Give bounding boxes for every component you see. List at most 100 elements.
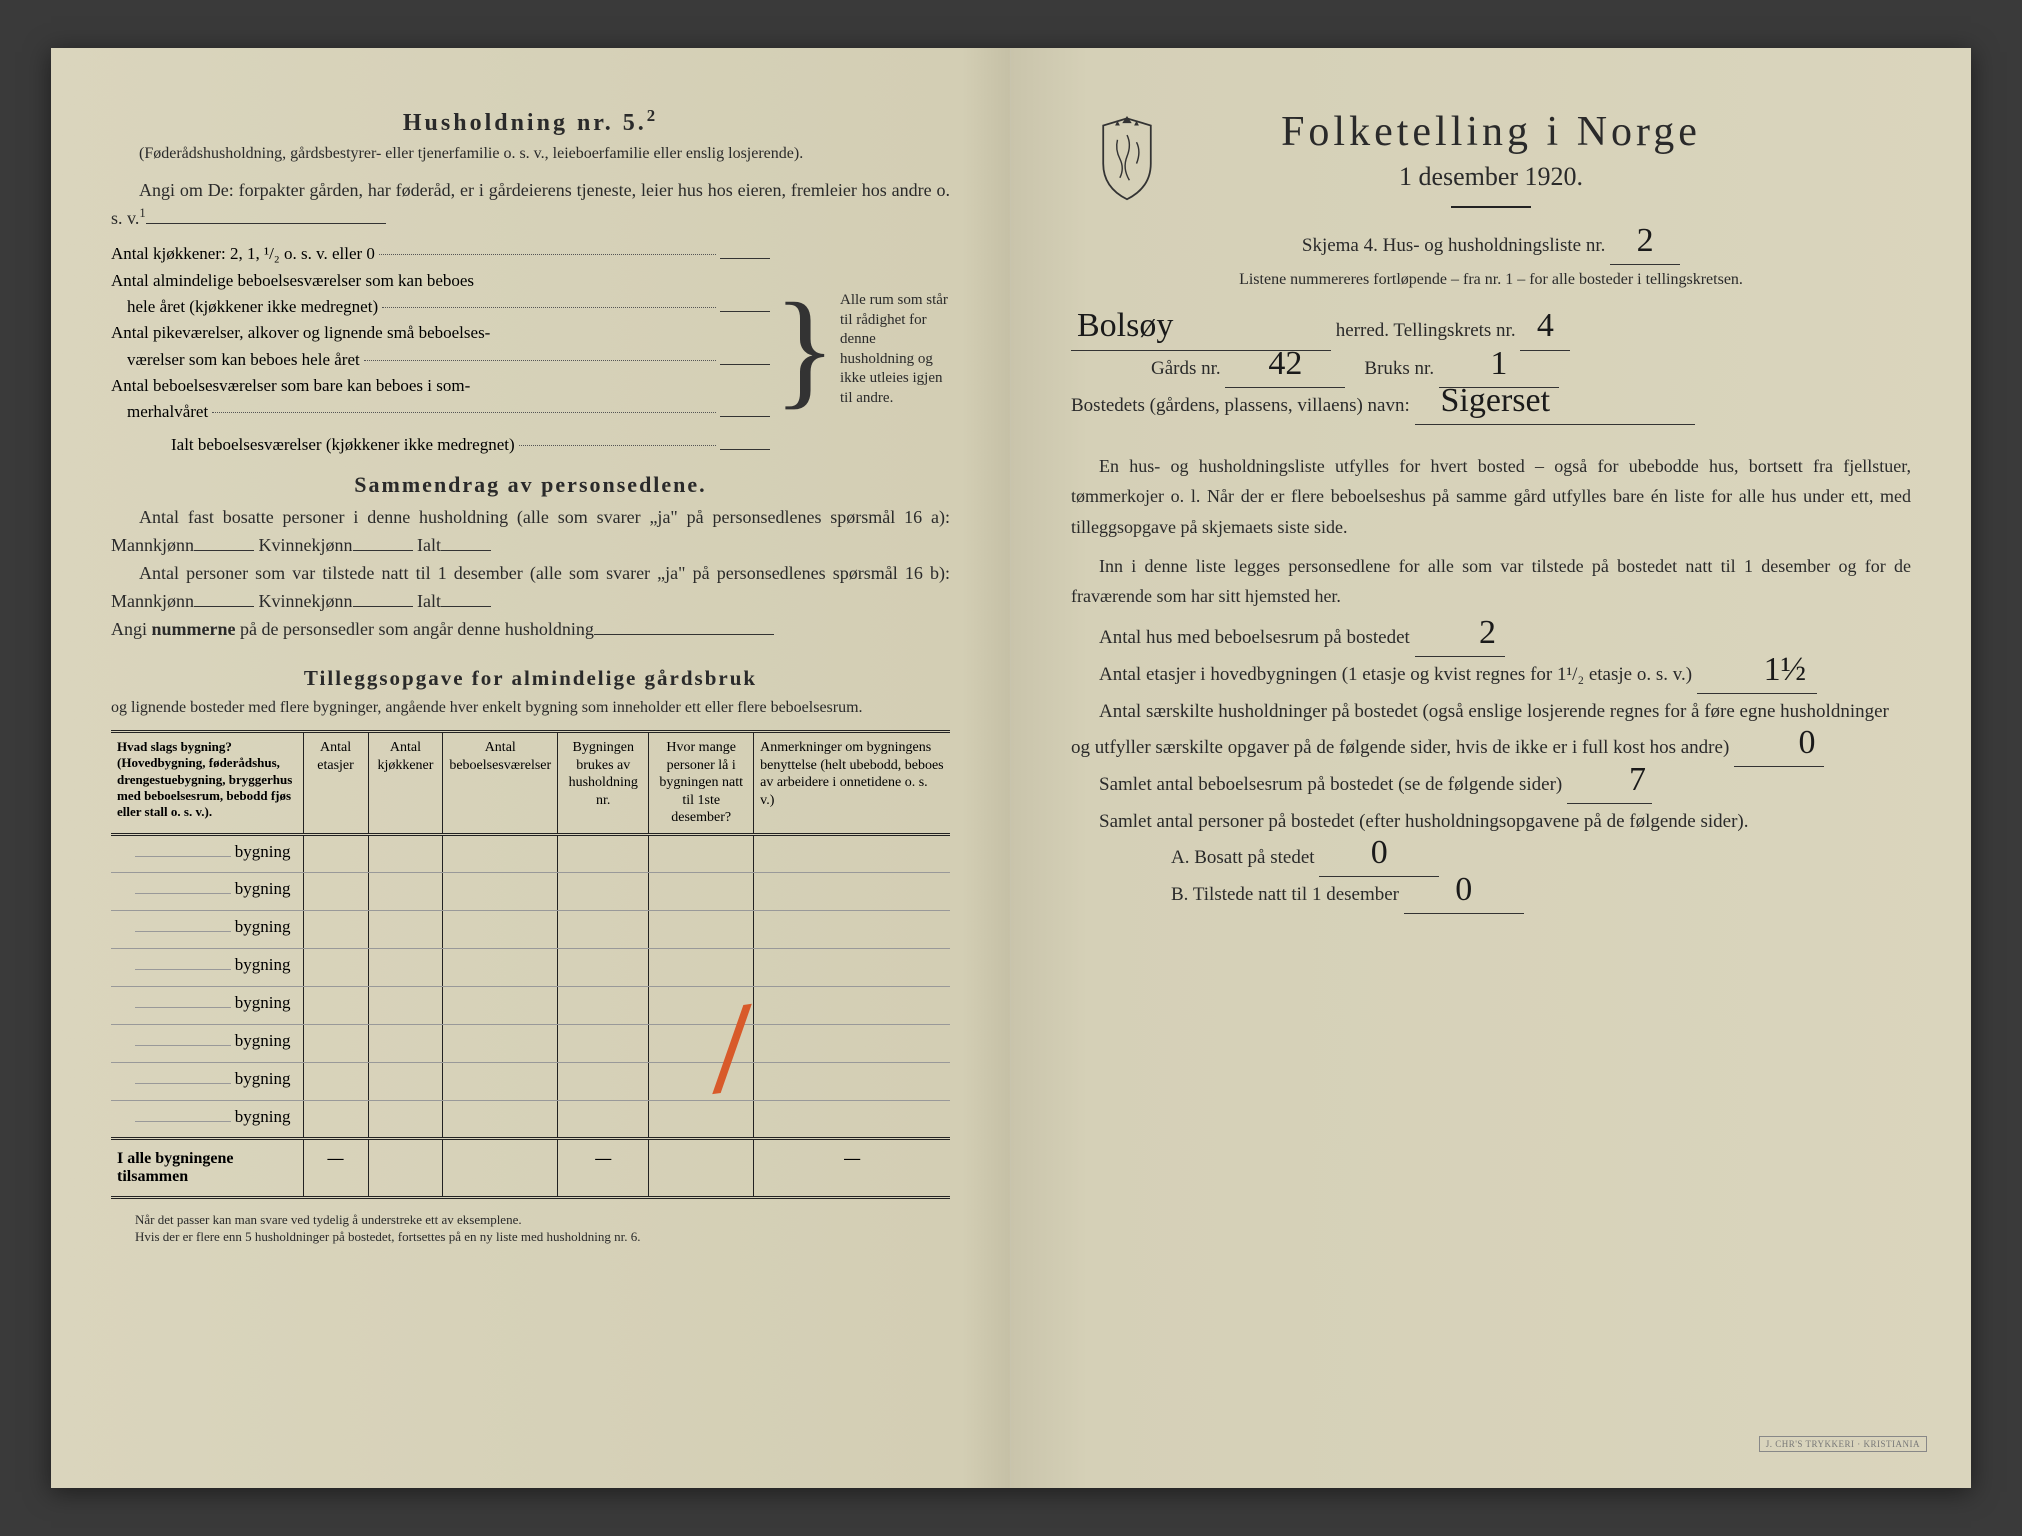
footer-label: I alle bygningene tilsammen (111, 1138, 303, 1196)
row-label-cell: bygning (111, 1024, 303, 1062)
table-cell (649, 910, 754, 948)
row-label-cell: bygning (111, 1062, 303, 1100)
table-row: bygning (111, 910, 950, 948)
bosted-line: Bostedets (gårdens, plassens, villaens) … (1071, 388, 1911, 425)
table-cell (558, 1062, 649, 1100)
table-cell (443, 910, 558, 948)
document-spread: Husholdning nr. 5.2 (Føderådshusholdning… (51, 48, 1971, 1488)
table-cell (754, 910, 950, 948)
tellingskrets-value: 4 (1531, 316, 1560, 336)
table-cell (754, 872, 950, 910)
table-cell (558, 986, 649, 1024)
th-4: Bygningen brukes av husholdning nr. (558, 733, 649, 834)
etasjer-label: Antal etasjer i hovedbygningen (1 etasje… (1099, 664, 1692, 685)
footer-dash-4: — (558, 1138, 649, 1196)
footer-dash-6: — (754, 1138, 950, 1196)
table-cell (368, 834, 443, 872)
table-cell (303, 1062, 368, 1100)
antal-hus-value: 2 (1445, 623, 1502, 643)
kitchens-label: Antal kjøkkener: 2, 1, ¹/₂ o. s. v. elle… (111, 241, 375, 267)
left-page: Husholdning nr. 5.2 (Føderådshusholdning… (51, 48, 1011, 1488)
rooms-3a: Antal beboelsesværelser som bare kan beb… (111, 376, 470, 395)
table-cell (558, 948, 649, 986)
table-cell (303, 986, 368, 1024)
bosted-label: Bostedets (gårdens, plassens, villaens) … (1071, 395, 1410, 416)
table-cell (303, 872, 368, 910)
table-row: bygning (111, 834, 950, 872)
bruks-nr-value: 1 (1484, 354, 1513, 374)
table-cell (303, 1100, 368, 1138)
table-cell (649, 986, 754, 1024)
tilstede-line: B. Tilstede natt til 1 desember 0 (1071, 877, 1911, 914)
row-label-cell: bygning (111, 872, 303, 910)
rooms-1b: hele året (kjøkkener ikke medregnet) (111, 294, 378, 320)
th-5: Hvor mange personer lå i bygningen natt … (649, 733, 754, 834)
household-title-sup: 2 (647, 106, 658, 125)
table-cell (368, 910, 443, 948)
table-cell (649, 1062, 754, 1100)
table-cell (754, 986, 950, 1024)
table-body: bygning bygning bygning bygning bygning … (111, 834, 950, 1138)
main-date: 1 desember 1920. (1071, 162, 1911, 192)
tillegg-title: Tilleggsopgave for almindelige gårdsbruk (111, 666, 950, 691)
th-3: Antal beboelsesværelser (443, 733, 558, 834)
samlet-pers-line: Samlet antal personer på bostedet (efter… (1071, 804, 1911, 840)
skjema-label: Skjema 4. Hus- og husholdningsliste nr. (1302, 235, 1605, 256)
summary-ialt-1: Ialt (417, 535, 441, 555)
table-row: bygning (111, 986, 950, 1024)
footer-cell-5 (649, 1138, 754, 1196)
brace-icon: } (774, 291, 836, 408)
rooms-2b: værelser som kan beboes hele året (111, 347, 360, 373)
th-1: Antal etasjer (303, 733, 368, 834)
row-label-cell: bygning (111, 834, 303, 872)
th-6: Anmerkninger om bygningens benyttelse (h… (754, 733, 950, 834)
table-cell (368, 1100, 443, 1138)
table-header-row: Hvad slags bygning? (Hovedbygning, føder… (111, 733, 950, 834)
rooms-2a: Antal pikeværelser, alkover og lignende … (111, 323, 490, 342)
table-cell (303, 948, 368, 986)
table-cell (303, 834, 368, 872)
tilstede-value: 0 (1449, 880, 1478, 900)
summary-kvinne-2: Kvinnekjønn (259, 591, 353, 611)
table-cell (443, 986, 558, 1024)
footer-cell-2 (368, 1138, 443, 1196)
bosatt-label: A. Bosatt på stedet (1171, 847, 1315, 868)
angi-line: Angi om De: forpakter gården, har føderå… (111, 177, 950, 234)
title-rule (1451, 206, 1531, 208)
rooms-block: Antal kjøkkener: 2, 1, ¹/₂ o. s. v. elle… (111, 241, 950, 458)
table-cell (754, 1062, 950, 1100)
table-cell (558, 910, 649, 948)
footer-dash-1: — (303, 1138, 368, 1196)
liste-nr-value: 2 (1631, 231, 1660, 251)
antal-hus-label: Antal hus med beboelsesrum på bostedet (1099, 627, 1410, 648)
table-cell (368, 986, 443, 1024)
bosatt-line: A. Bosatt på stedet 0 (1071, 840, 1911, 877)
printer-stamp: J. CHR'S TRYKKERI · KRISTIANIA (1759, 1436, 1927, 1452)
household-title: Husholdning nr. 5.2 (111, 106, 950, 137)
gards-label: Gårds nr. (1151, 358, 1221, 379)
table-cell (754, 834, 950, 872)
table-row: bygning (111, 1062, 950, 1100)
table-cell (368, 1024, 443, 1062)
table-row: bygning (111, 948, 950, 986)
summary-title: Sammendrag av personsedlene. (111, 472, 950, 498)
etasjer-line: Antal etasjer i hovedbygningen (1 etasje… (1071, 657, 1911, 694)
summary-3b: nummerne (152, 619, 236, 639)
th-0-text: Hvad slags bygning? (Hovedbygning, føder… (117, 739, 297, 820)
table-cell (368, 872, 443, 910)
bygning-table-wrap: Hvad slags bygning? (Hovedbygning, føder… (111, 730, 950, 1199)
table-row: bygning (111, 872, 950, 910)
tilstede-label: B. Tilstede natt til 1 desember (1171, 884, 1399, 905)
summary-3c: på de personsedler som angår denne husho… (236, 619, 594, 639)
summary-kvinne-1: Kvinnekjønn (259, 535, 353, 555)
table-cell (368, 1062, 443, 1100)
table-cell (303, 910, 368, 948)
summary-line-3: Angi nummerne på de personsedler som ang… (111, 616, 950, 644)
rooms-1a: Antal almindelige beboelsesværelser som … (111, 271, 474, 290)
footnote-1: Når det passer kan man svare ved tydelig… (111, 1211, 950, 1229)
table-cell (558, 1024, 649, 1062)
table-cell (754, 1024, 950, 1062)
table-cell (368, 948, 443, 986)
listene-text: Listene nummereres fortløpende – fra nr.… (1071, 265, 1911, 295)
th-0: Hvad slags bygning? (Hovedbygning, føder… (111, 733, 303, 834)
